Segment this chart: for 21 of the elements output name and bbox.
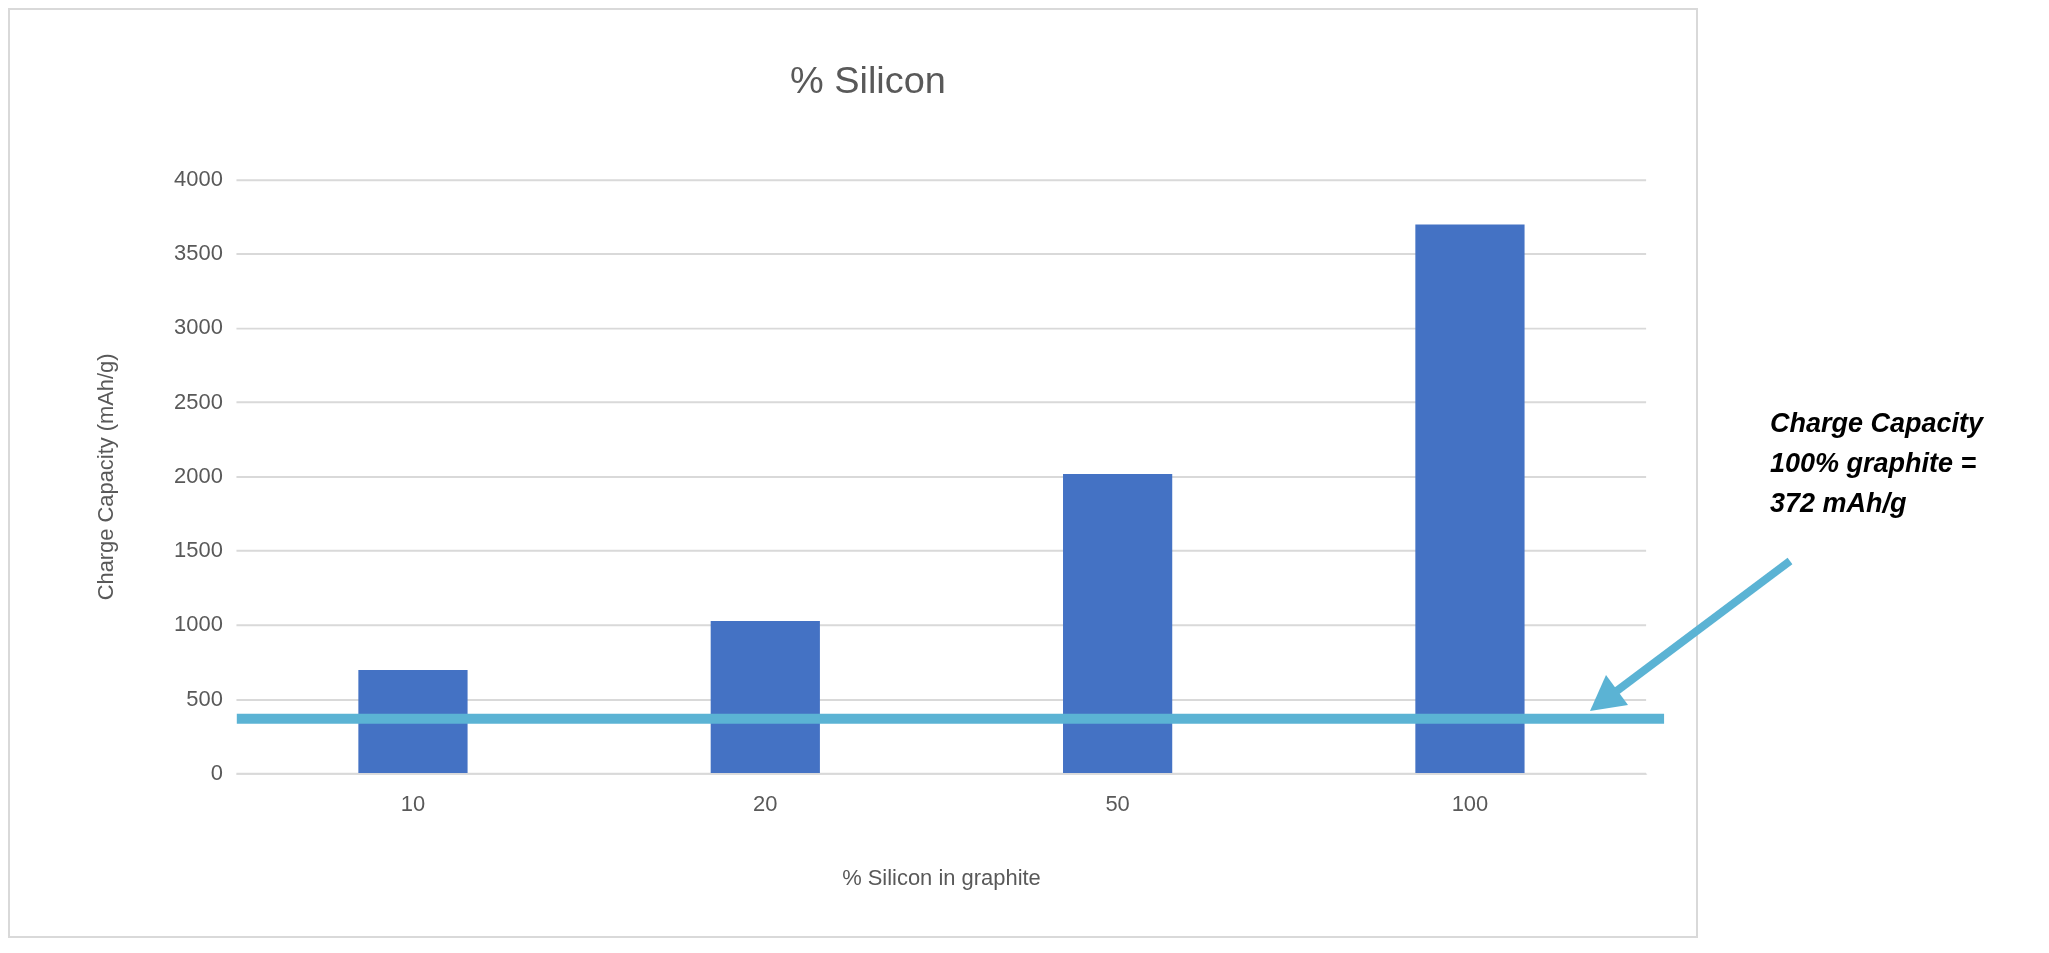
text: Charge Capacity 100% graphite = 372 mAh/g	[1770, 407, 1985, 520]
x-tick-label: 10	[400, 791, 426, 816]
y-tick-label: 0	[210, 759, 223, 785]
y-tick-label: 500	[186, 685, 223, 711]
bar	[358, 669, 468, 773]
bar	[1063, 473, 1173, 773]
x-axis-title: % Silicon in graphite	[842, 865, 1041, 891]
bar	[710, 620, 820, 773]
chart-title: % Silicon	[790, 58, 946, 101]
x-tick-label: 100	[1451, 791, 1489, 816]
y-tick-label: 2000	[174, 462, 223, 488]
x-tick-label: 20	[753, 791, 778, 816]
y-tick-label: 4000	[174, 165, 223, 191]
bar	[1415, 224, 1525, 773]
y-tick-label: 2500	[174, 388, 223, 414]
y-tick-label: 1000	[174, 611, 223, 637]
y-axis-title: Charge Capacity (mAh/g)	[93, 353, 119, 601]
y-tick-label: 1500	[174, 537, 223, 563]
y-tick-label: 3500	[174, 240, 223, 266]
y-tick-label: 3000	[174, 314, 223, 340]
x-tick-label: 50	[1105, 791, 1130, 816]
